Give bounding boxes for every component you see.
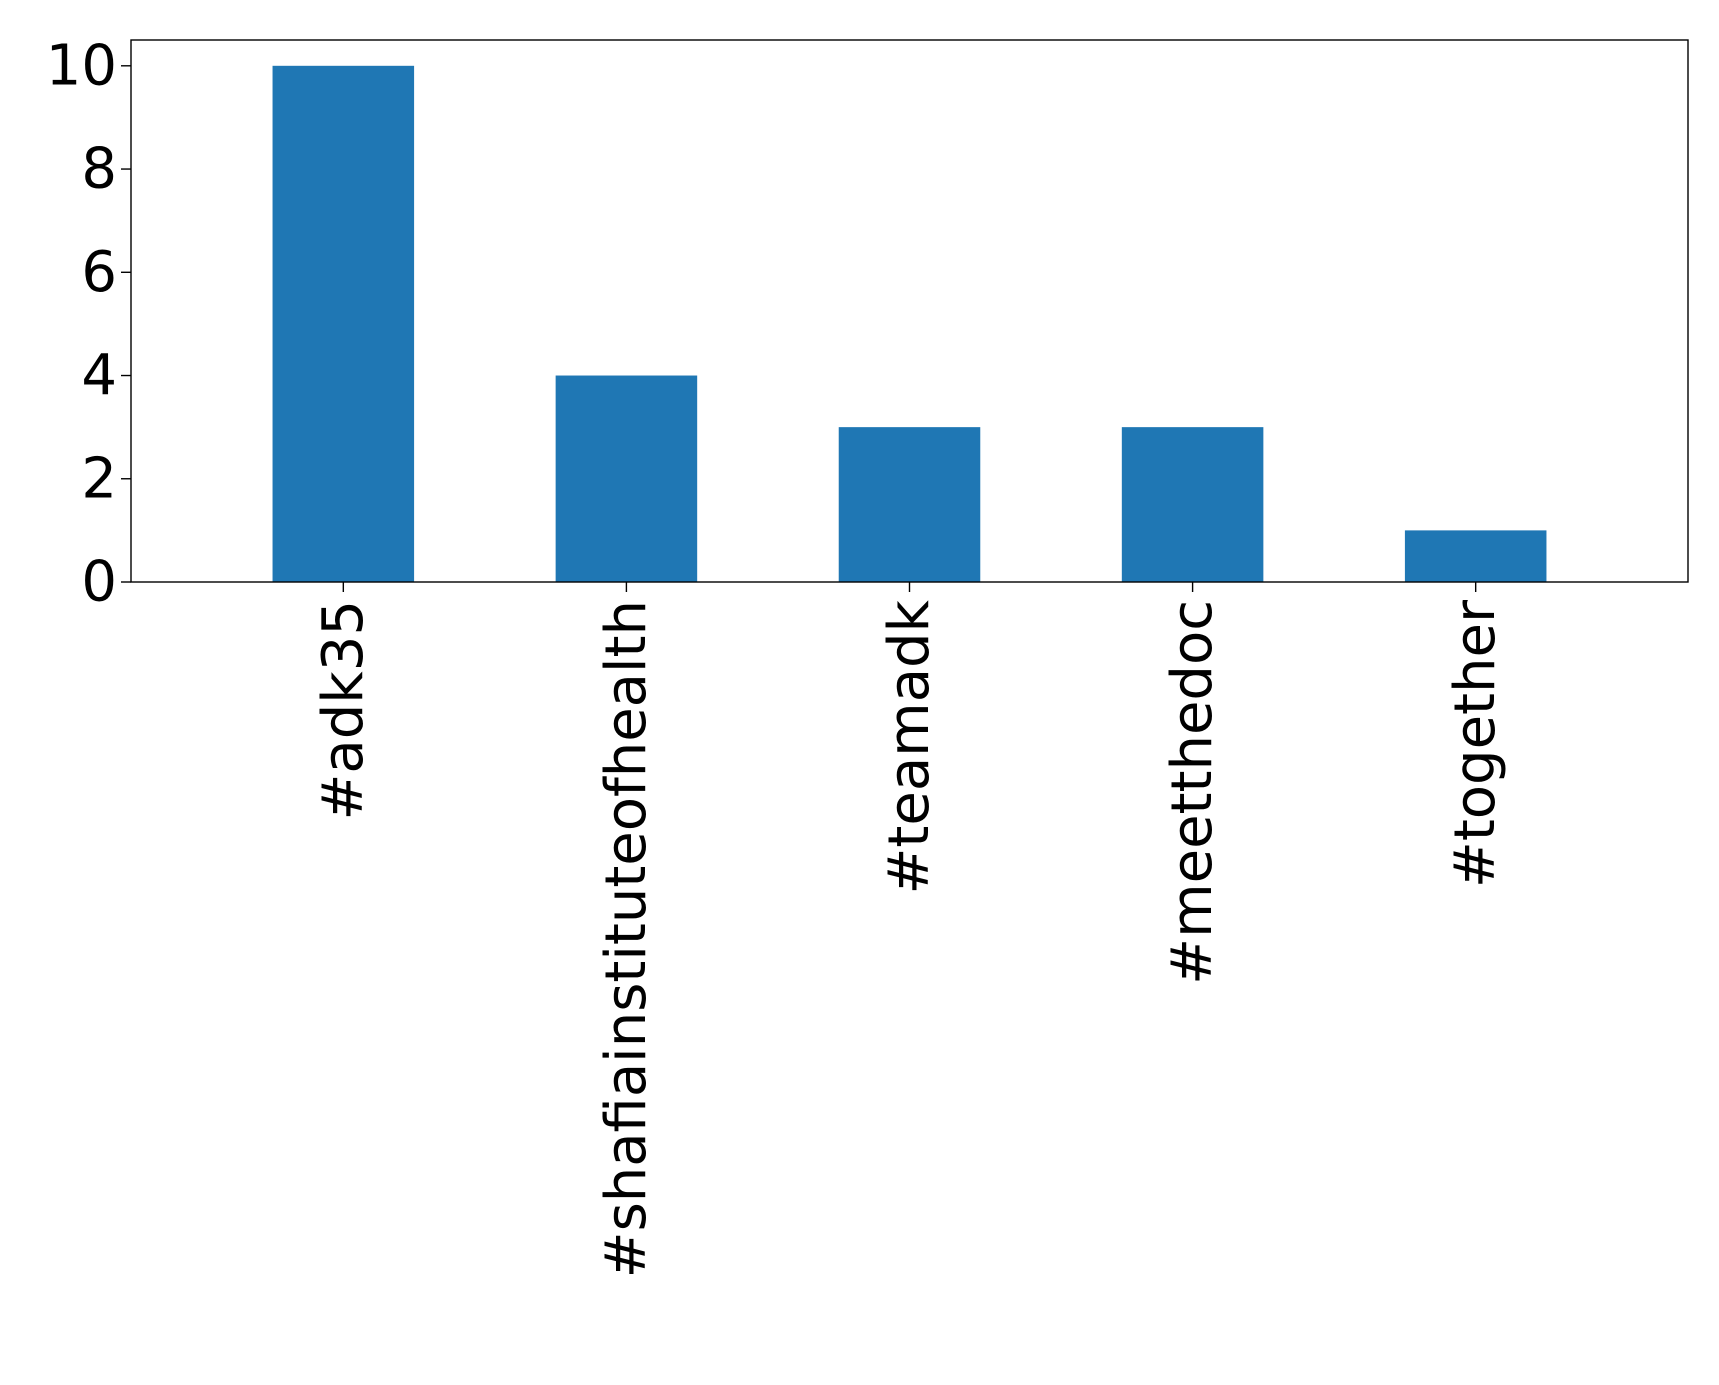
x-axis: #adk35 #shafiainstituteofhealth #teamadk #m… xyxy=(311,582,1508,1278)
x-tick-label: #adk35 xyxy=(311,600,376,820)
y-tick-label: 10 xyxy=(46,33,117,98)
y-axis: 0 2 4 6 8 10 xyxy=(46,33,131,615)
bar xyxy=(272,65,415,583)
y-tick-label: 2 xyxy=(81,446,117,511)
bar xyxy=(1121,427,1264,582)
y-tick-label: 8 xyxy=(81,137,117,202)
y-tick-label: 4 xyxy=(81,343,117,408)
y-tick-label: 6 xyxy=(81,240,117,305)
bar xyxy=(838,427,981,582)
x-tick-label: #teamadk xyxy=(877,599,942,894)
bars-group xyxy=(272,65,1547,583)
bar xyxy=(1404,530,1547,582)
x-tick-label: #shafiainstituteofhealth xyxy=(594,600,659,1278)
y-tick-label: 0 xyxy=(81,550,117,615)
x-tick-label: #together xyxy=(1443,599,1508,888)
bar xyxy=(555,375,698,582)
x-tick-label: #meetthedoc xyxy=(1160,600,1225,985)
